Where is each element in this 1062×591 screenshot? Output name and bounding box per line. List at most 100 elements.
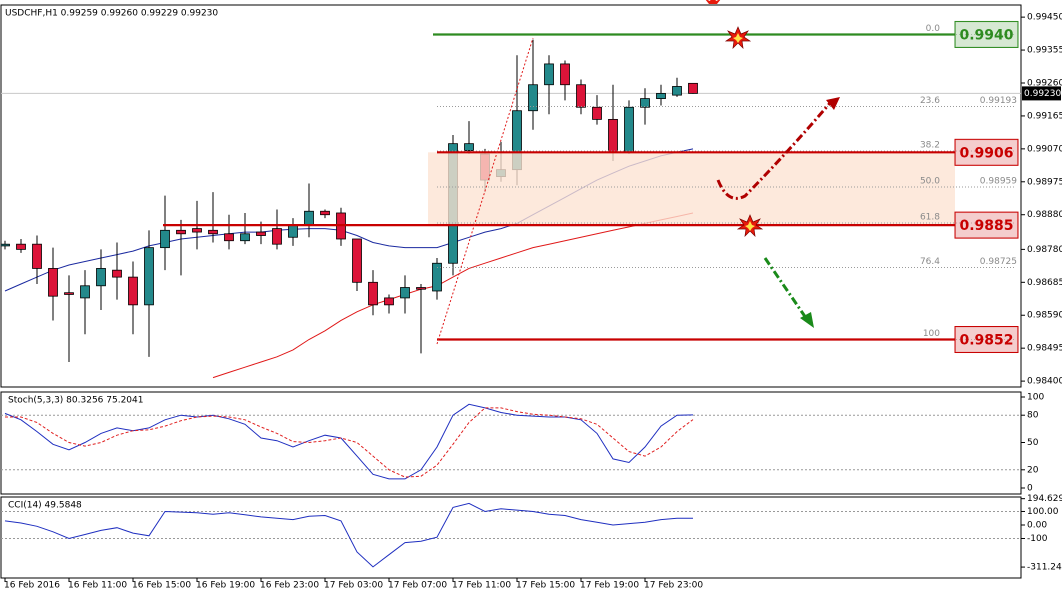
level-label: 0.9885	[959, 218, 1013, 234]
fib-ratio-label: 76.4	[920, 257, 940, 267]
y-tick-label: -100	[1027, 534, 1048, 544]
candle-body	[1, 243, 10, 247]
x-tick-label: 17 Feb 15:00	[516, 581, 575, 591]
y-tick-label: 0.98975	[1027, 177, 1062, 187]
level-label: 0.9906	[959, 145, 1013, 161]
candle-body	[672, 86, 682, 96]
candle-body	[256, 231, 266, 236]
indicator-line	[212, 212, 694, 379]
x-tick-label: 16 Feb 23:00	[260, 581, 319, 591]
candle-body	[640, 98, 650, 108]
fib-ratio-label: 100	[923, 329, 940, 339]
explosion-icon	[724, 26, 752, 49]
level-box	[954, 138, 1019, 166]
x-tick-label: 17 Feb 11:00	[452, 581, 511, 591]
current-price-tag	[1022, 86, 1061, 101]
candle-body	[400, 287, 410, 299]
level-box-fill	[956, 140, 1017, 165]
panel-content	[1, 502, 1021, 568]
fib-ratio-label: 0.0	[926, 24, 941, 34]
candle-body	[208, 229, 218, 235]
candle-body	[32, 243, 42, 269]
x-tick-label: 16 Feb 15:00	[132, 581, 191, 591]
indicator-line	[4, 403, 694, 480]
indicator-title: CCI(14) 49.5848	[8, 501, 82, 511]
explosion-icon	[705, 0, 721, 4]
candle-body	[352, 238, 362, 283]
y-tick-label: 0.99450	[1027, 13, 1062, 23]
panel-content	[1, 403, 1021, 480]
fib-ratio-label: 50.0	[920, 176, 940, 186]
level-box	[954, 211, 1019, 239]
y-tick-label: 20	[1027, 465, 1039, 475]
explosion-icon	[736, 214, 764, 237]
candle-body	[112, 269, 122, 278]
candle-body	[80, 285, 90, 299]
x-tick-label: 16 Feb 19:00	[196, 581, 255, 591]
candle-body	[608, 118, 618, 153]
level-box-fill	[956, 327, 1017, 352]
candle-body	[48, 268, 58, 297]
level-label: 0.9940	[959, 27, 1013, 43]
y-tick-label: 0.98495	[1027, 344, 1062, 354]
candle-body	[416, 287, 426, 290]
y-tick-label: 0.99260	[1027, 78, 1062, 88]
candle-body	[384, 297, 394, 306]
candle-body	[240, 233, 250, 242]
fib-price-label: 0.98725	[980, 257, 1017, 267]
y-tick-label: 0.98780	[1027, 245, 1062, 255]
x-tick-label: 17 Feb 07:00	[388, 581, 447, 591]
candle-body	[176, 229, 186, 235]
y-tick-label: 100.00	[1027, 507, 1059, 517]
candle-body	[656, 92, 666, 99]
indicator-title: Stoch(5,3,3) 80.3256 75.2041	[8, 396, 143, 406]
y-tick-label: 0.98590	[1027, 311, 1062, 321]
y-tick-label: 50	[1027, 438, 1039, 448]
indicator-title: USDCHF,H1 0.99259 0.99260 0.99229 0.9923…	[5, 9, 218, 19]
level-box	[954, 326, 1019, 354]
candle-body	[368, 281, 378, 306]
y-tick-label: 0.98685	[1027, 278, 1062, 288]
y-tick-label: 80	[1027, 411, 1039, 421]
y-tick-label: 100	[1027, 393, 1044, 403]
indicator-line	[5, 407, 694, 478]
fib-ratio-label: 23.6	[920, 96, 940, 106]
x-tick-label: 16 Feb 2016	[4, 581, 60, 591]
candle-body	[432, 262, 442, 292]
candle-body	[464, 143, 474, 151]
candle-body	[560, 63, 570, 86]
x-tick-label: 17 Feb 03:00	[324, 581, 383, 591]
candle-body	[272, 228, 282, 245]
panel-frame	[0, 4, 1022, 388]
y-tick-label: 0.99070	[1027, 144, 1062, 154]
candle-body	[624, 106, 634, 153]
candle-body	[16, 243, 26, 250]
level-label: 0.9852	[959, 333, 1013, 349]
fib-ratio-label: 61.8	[920, 212, 940, 222]
candle-body	[128, 276, 138, 306]
level-box-fill	[956, 213, 1017, 238]
x-tick-label: 16 Feb 11:00	[68, 581, 127, 591]
x-tick-label: 17 Feb 23:00	[644, 581, 703, 591]
candle-body	[304, 210, 314, 226]
candle-body	[576, 84, 586, 108]
level-box	[954, 20, 1019, 48]
y-tick-label: -311.241	[1027, 563, 1062, 573]
x-tick-label: 17 Feb 19:00	[580, 581, 639, 591]
fib-trend-line	[436, 37, 534, 345]
candle-body	[64, 292, 74, 295]
level-box-fill	[956, 22, 1017, 47]
y-tick-label: 0.99355	[1027, 46, 1062, 56]
annotations	[436, 0, 840, 345]
arrow-head	[826, 97, 840, 110]
y-tick-label: 0.00	[1027, 520, 1047, 530]
candle-body	[160, 229, 170, 249]
y-tick-label: 0.98880	[1027, 210, 1062, 220]
candle-body	[320, 210, 330, 216]
arrow-head	[800, 312, 814, 328]
candle-body	[688, 82, 698, 94]
candle-body	[96, 268, 106, 287]
chart-layer: USDCHF,H1 0.99259 0.99260 0.99229 0.9923…	[0, 4, 1062, 591]
